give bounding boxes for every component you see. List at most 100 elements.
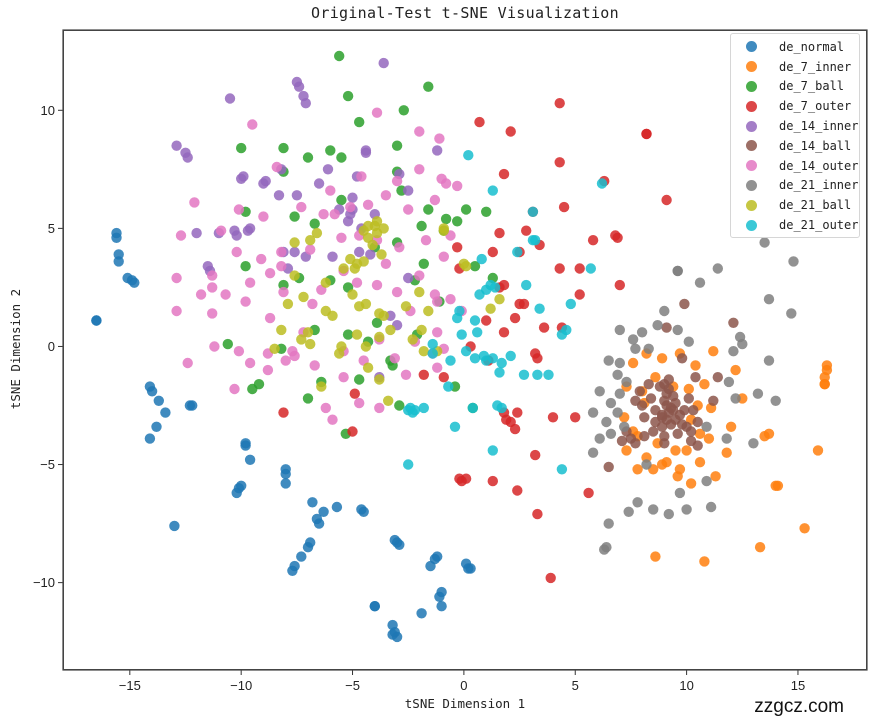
data-point [146, 386, 158, 397]
data-point [772, 480, 784, 491]
data-point [674, 487, 686, 499]
data-point [527, 206, 539, 217]
y-axis-label: tSNE Dimension 2 [8, 289, 23, 409]
data-point [694, 457, 706, 468]
data-point [574, 263, 585, 274]
data-point [668, 405, 679, 416]
legend-marker-icon [746, 41, 757, 53]
data-point [661, 388, 672, 399]
data-point [287, 346, 298, 357]
data-point [238, 171, 249, 182]
data-point [360, 298, 372, 310]
data-point [759, 237, 770, 248]
y-tick-label: 5 [48, 221, 55, 236]
data-point [627, 357, 639, 369]
data-point [752, 388, 764, 399]
data-point [819, 379, 830, 390]
series-de_7_ball [222, 50, 498, 439]
data-point [587, 235, 599, 246]
data-point [231, 246, 242, 258]
data-point [440, 178, 452, 189]
data-point [489, 282, 501, 293]
data-point [672, 324, 683, 336]
data-point [692, 416, 703, 428]
data-point [594, 386, 605, 397]
data-point [748, 438, 759, 449]
legend-marker-icon [746, 100, 757, 112]
data-point [371, 107, 383, 118]
data-point [521, 279, 532, 291]
data-point [171, 272, 182, 284]
data-point [521, 225, 532, 236]
data-point [737, 338, 748, 350]
data-point [354, 246, 365, 258]
legend: de_normal de_7_inner de_7_ball de_7_outer de… [730, 33, 860, 238]
data-point [699, 379, 710, 390]
x-axis-label: tSNE Dimension 1 [405, 696, 525, 711]
data-point [280, 478, 291, 489]
y-tick-label: −5 [40, 457, 55, 472]
data-point [616, 435, 628, 447]
data-point [425, 560, 436, 572]
data-point [327, 310, 338, 321]
series-de_21_inner [587, 237, 799, 555]
data-point [331, 501, 343, 513]
legend-label: de_14_inner [779, 119, 859, 134]
data-point [730, 393, 741, 404]
data-point [614, 357, 625, 369]
data-point [175, 230, 187, 241]
data-point [641, 459, 652, 470]
y-tick-label: 0 [48, 339, 55, 354]
data-point [171, 305, 182, 317]
data-point [307, 497, 318, 508]
data-point [674, 464, 686, 475]
data-point [530, 449, 541, 461]
data-point [309, 360, 320, 371]
data-point [730, 364, 741, 376]
data-point [570, 412, 581, 423]
data-point [278, 407, 289, 418]
data-point [260, 175, 271, 187]
x-tick-label: 0 [460, 678, 467, 693]
data-point [403, 405, 414, 416]
watermark: zzgcz.com [754, 696, 844, 717]
data-point [659, 438, 670, 449]
data-point [318, 209, 329, 220]
series-de_14_ball [603, 298, 739, 473]
data-point [554, 98, 565, 109]
data-point [645, 393, 657, 404]
data-point [643, 379, 654, 390]
data-point [374, 331, 385, 343]
legend-item-de_21_outer: de_21_outer [731, 215, 859, 235]
data-point [334, 50, 345, 62]
data-point [280, 468, 291, 480]
data-point [487, 445, 498, 456]
data-point [710, 471, 721, 482]
x-tick-label: 5 [572, 678, 579, 693]
data-point [721, 433, 732, 444]
data-point [231, 487, 242, 499]
data-point [690, 360, 701, 371]
data-point [728, 317, 739, 328]
legend-marker-icon [746, 61, 757, 73]
data-point [547, 412, 559, 423]
data-point [420, 235, 432, 246]
data-point [498, 327, 510, 338]
data-point [311, 227, 323, 239]
data-point [322, 164, 334, 175]
data-point [300, 98, 311, 109]
x-tick-label: −5 [345, 678, 360, 693]
data-point [354, 397, 365, 409]
data-point [639, 431, 650, 442]
data-point [236, 142, 247, 154]
legend-marker-icon [746, 120, 757, 132]
data-point [313, 518, 325, 529]
data-point [621, 376, 632, 388]
data-point [512, 485, 523, 496]
data-point [587, 447, 599, 458]
data-point [380, 258, 392, 269]
data-point [394, 242, 405, 253]
data-point [362, 199, 374, 210]
data-point [432, 145, 443, 156]
data-point [705, 501, 717, 513]
